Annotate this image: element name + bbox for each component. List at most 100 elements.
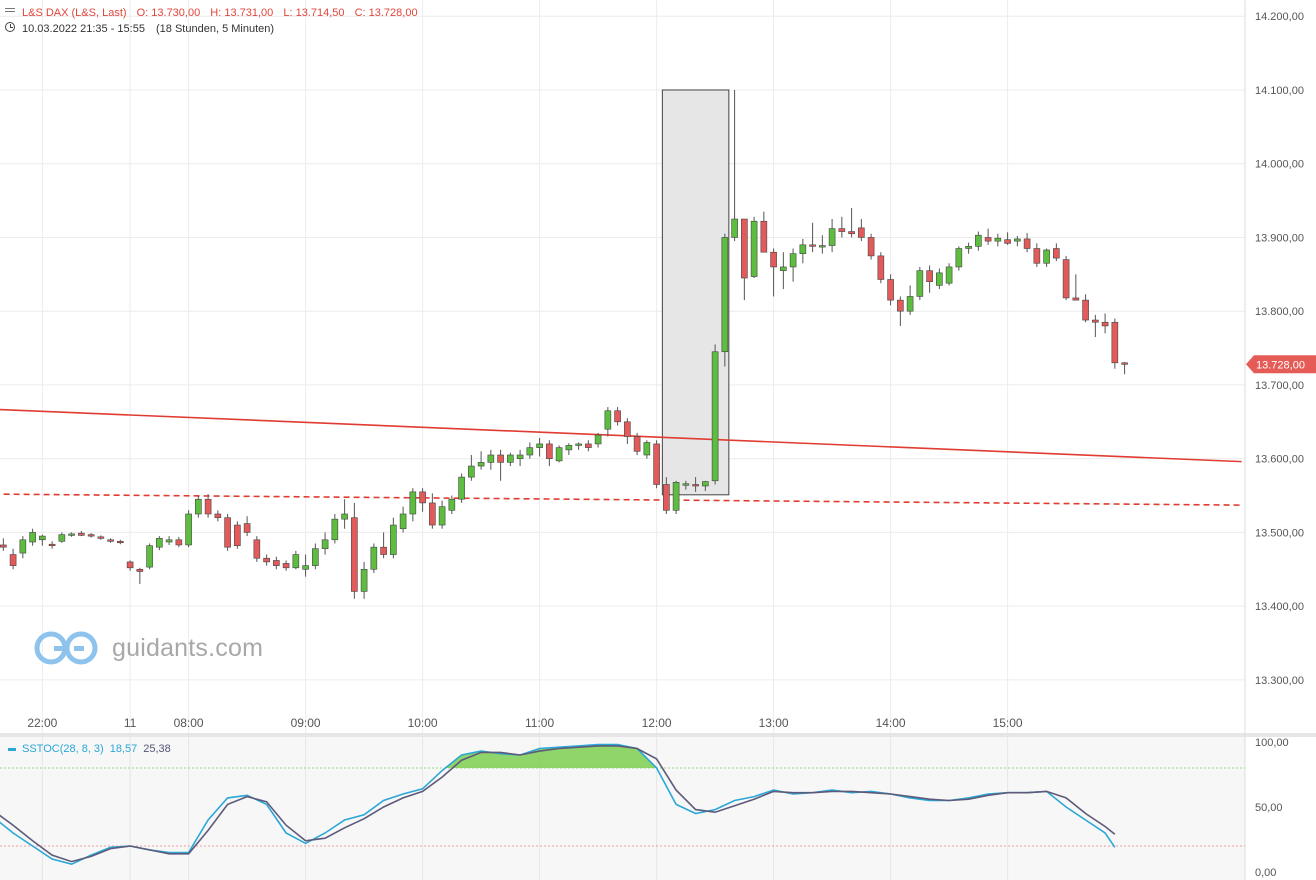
candle <box>48 541 56 549</box>
price-tick-label: 14.100,00 <box>1255 85 1304 97</box>
stoch-d-line <box>0 745 1116 863</box>
candle-body <box>585 443 592 448</box>
candle <box>409 488 417 522</box>
candle <box>419 488 426 512</box>
candle-body <box>838 228 846 232</box>
candle-body <box>692 484 699 487</box>
candle-body <box>1004 239 1011 244</box>
candle <box>1023 233 1031 253</box>
candle-body <box>438 506 446 526</box>
candle-body <box>741 218 748 279</box>
candle <box>692 477 699 492</box>
candle <box>487 449 495 470</box>
candle-body <box>906 296 914 312</box>
candle <box>1043 248 1050 267</box>
candle-body <box>516 454 524 459</box>
candle <box>663 477 670 514</box>
candle-body <box>536 443 543 448</box>
candle <box>292 550 300 570</box>
candle <box>19 536 27 559</box>
candle <box>809 222 816 253</box>
candle <box>575 442 582 450</box>
candle-body <box>48 543 56 547</box>
candle <box>429 493 436 529</box>
candle <box>975 231 982 251</box>
candle <box>760 211 768 253</box>
candle-body <box>1082 299 1089 321</box>
candle-body <box>380 546 387 555</box>
time-range-header: 10.03.2022 21:35 - 15:55 (18 Stunden, 5 … <box>22 23 282 35</box>
candle <box>838 216 846 238</box>
candle-body <box>760 220 768 253</box>
candle <box>370 543 378 573</box>
candle <box>438 500 446 529</box>
price-tick-label: 13.800,00 <box>1255 306 1304 318</box>
candle-body <box>731 218 738 238</box>
time-tick-label: 15:00 <box>993 716 1023 730</box>
candle <box>672 480 680 514</box>
last-price-tag <box>1246 355 1316 374</box>
candle-body <box>604 410 612 430</box>
candle <box>243 516 251 537</box>
candle-body <box>994 237 1002 242</box>
indicator-value-d: 25,38 <box>143 743 171 755</box>
candle-body <box>477 462 485 467</box>
candle <box>507 452 514 467</box>
candle <box>945 263 953 286</box>
candle <box>126 560 134 571</box>
candle-body <box>468 465 475 478</box>
candle-body <box>263 557 270 563</box>
candle-body <box>487 454 495 463</box>
candle <box>136 567 144 585</box>
candle <box>341 499 348 529</box>
time-tick-label: 10:00 <box>408 716 438 730</box>
candle <box>253 536 261 562</box>
candle-body <box>819 245 826 248</box>
candle-body <box>643 442 651 456</box>
candle-body <box>234 524 241 546</box>
candle-body <box>195 498 202 515</box>
ohlc-header: L&S DAX (L&S, Last) O: 13.730,00 H: 13.7… <box>22 7 425 19</box>
candle <box>78 530 85 537</box>
price-tick-label: 14.000,00 <box>1255 159 1304 171</box>
time-tick-label: 14:00 <box>876 716 906 730</box>
candle-body <box>780 266 787 271</box>
guidants-logo-icon <box>34 631 98 665</box>
candle-body <box>409 491 417 515</box>
time-tick-label: 12:00 <box>642 716 672 730</box>
candle <box>204 494 212 518</box>
highlight-box <box>661 89 730 496</box>
indicator-header: SSTOC(28, 8, 3) 18,57 25,38 <box>8 743 171 755</box>
candle-body <box>321 539 329 549</box>
candle <box>312 543 319 570</box>
candle-body <box>448 498 456 511</box>
candle-body <box>165 539 173 543</box>
candle-body <box>136 568 144 572</box>
candle-body <box>507 454 514 463</box>
candle <box>711 344 719 485</box>
menu-icon[interactable] <box>5 8 15 16</box>
candle-body <box>390 524 397 555</box>
candle-body <box>370 546 378 570</box>
candle-body <box>702 481 709 487</box>
candle <box>1092 314 1099 338</box>
candle-body <box>1101 321 1109 327</box>
price-tick-label: 13.500,00 <box>1255 527 1304 539</box>
candle-body <box>858 227 865 238</box>
candle-body <box>799 244 807 254</box>
candle <box>536 438 543 457</box>
candle-body <box>156 538 163 548</box>
candle <box>165 536 173 545</box>
candle-body <box>975 234 982 247</box>
candle <box>0 538 7 551</box>
candle <box>156 536 163 551</box>
candle-body <box>614 410 621 423</box>
candle <box>877 252 885 284</box>
candle-body <box>78 532 85 536</box>
candle-body <box>926 270 933 282</box>
candle-body <box>721 237 729 353</box>
oscillator-tick-label: 0,00 <box>1255 867 1276 879</box>
candle-body <box>877 255 885 280</box>
candle-body <box>770 251 777 268</box>
